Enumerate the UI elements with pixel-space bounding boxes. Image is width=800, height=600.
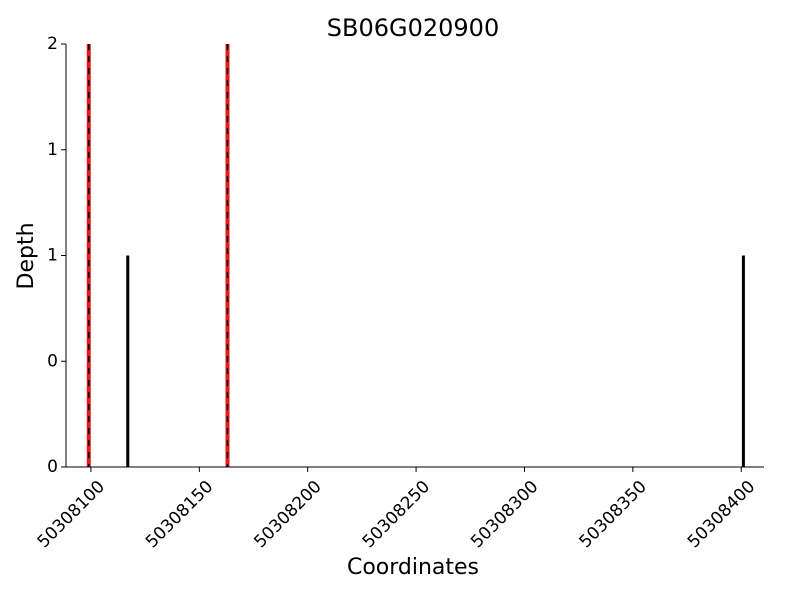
y-tick-label: 1 [47,246,58,266]
x-tick-label: 50308200 [250,477,325,552]
y-tick-label: 1 [47,140,58,160]
y-tick-label: 2 [47,34,58,54]
x-axis-label: Coordinates [347,555,479,580]
bar [126,255,130,467]
x-tick-label: 50308150 [142,477,217,552]
y-tick-label: 0 [47,351,58,371]
y-tick-label: 0 [47,457,58,477]
x-tick-label: 50308400 [684,477,759,552]
bar [741,255,745,467]
x-tick-label: 50308250 [359,477,434,552]
y-axis-label: Depth [14,222,39,289]
chart-title: SB06G020900 [327,14,499,42]
x-tick-label: 50308100 [34,477,109,552]
x-tick-label: 50308300 [467,477,542,552]
x-tick-label: 50308350 [576,477,651,552]
